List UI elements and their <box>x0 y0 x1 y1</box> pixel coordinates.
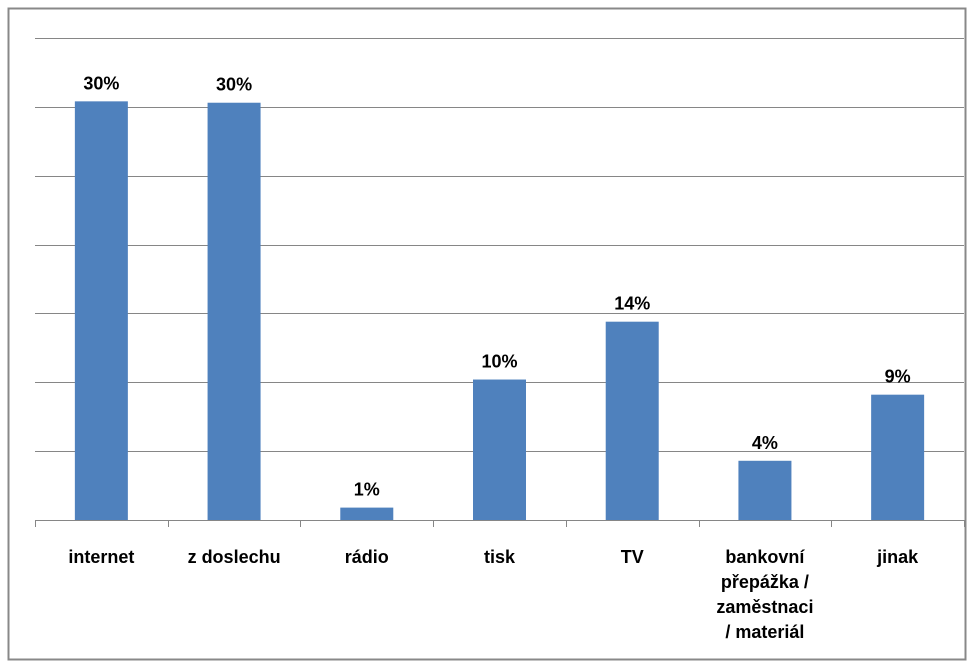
bar <box>74 101 128 520</box>
x-tick-label-line: jinak <box>876 547 919 567</box>
x-tick-label-line: TV <box>621 547 644 567</box>
data-label: 1% <box>354 480 380 500</box>
bar <box>340 507 394 520</box>
x-tick-label-line: zaměstnaci <box>716 597 813 617</box>
data-label: 9% <box>885 367 911 387</box>
x-tick-label-line: tisk <box>484 547 516 567</box>
data-label: 30% <box>83 73 119 93</box>
bar <box>738 460 792 520</box>
x-tick-label-line: / materiál <box>725 622 804 642</box>
data-label: 14% <box>614 294 650 314</box>
x-tick-label: bankovní přepážka / zaměstnaci / materiál <box>716 547 813 642</box>
data-label: 30% <box>216 75 252 95</box>
bar <box>871 394 925 520</box>
x-tick-label: internet <box>68 547 134 567</box>
bar <box>473 379 526 520</box>
x-tick-label-line: přepážka / <box>721 572 809 592</box>
x-tick-label: rádio <box>345 547 389 567</box>
data-label: 10% <box>481 352 517 372</box>
x-tick-label-line: z doslechu <box>188 547 281 567</box>
data-label: 4% <box>752 433 778 453</box>
bar <box>207 102 261 521</box>
x-tick-label: z doslechu <box>188 547 281 567</box>
bar <box>605 321 659 520</box>
x-tick-label: jinak <box>876 547 919 567</box>
x-tick-label-line: rádio <box>345 547 389 567</box>
chart-frame <box>7 7 967 661</box>
x-tick-label-line: bankovní <box>725 547 805 567</box>
x-tick-label: TV <box>621 547 644 567</box>
x-tick-label-line: internet <box>68 547 134 567</box>
x-tick-label: tisk <box>484 547 516 567</box>
